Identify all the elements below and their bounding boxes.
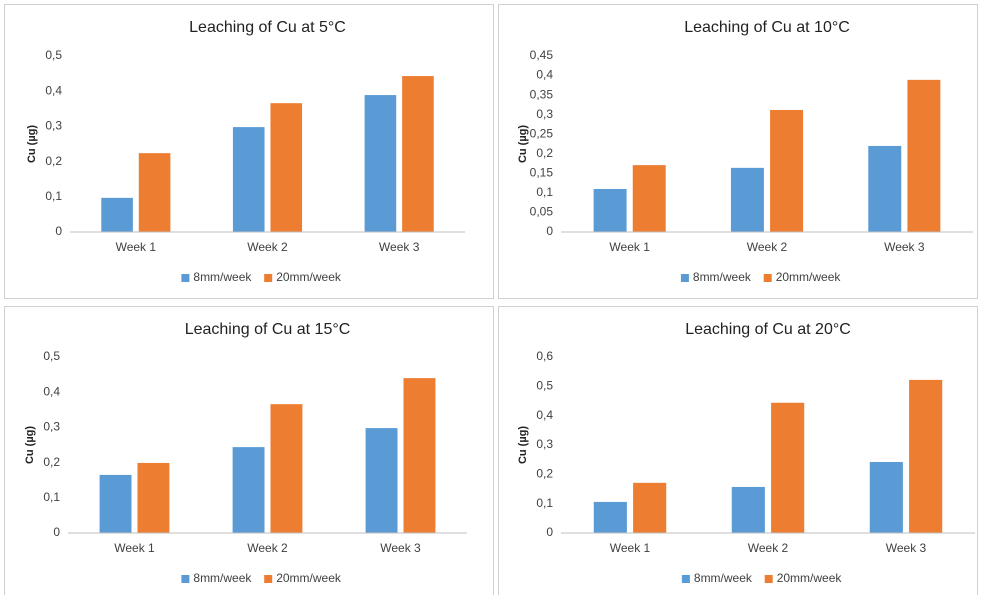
legend-swatch [681,575,690,583]
chart-title: Leaching of Cu at 10°C [684,19,850,36]
y-axis-label: Cu (µg) [26,125,38,163]
y-tick-label: 0,2 [536,146,553,160]
x-tick-label: Week 3 [884,240,925,254]
legend-label: 20mm/week [776,270,842,284]
legend-label: 20mm/week [777,571,843,585]
y-tick-label: 0,25 [530,126,554,140]
y-tick-label: 0,3 [536,437,553,451]
bar [909,379,943,533]
bar [137,462,170,533]
bar [771,402,805,533]
chart-title: Leaching of Cu at 15°C [185,321,351,338]
y-tick-label: 0,1 [536,496,553,510]
y-tick-label: 0,15 [530,166,554,180]
bar [731,486,765,533]
y-tick-label: 0,4 [43,384,60,398]
y-tick-label: 0,2 [45,154,62,168]
bar [593,188,627,232]
y-tick-label: 0,05 [530,205,554,219]
legend-label: 8mm/week [193,571,252,585]
y-axis-label: Cu (µg) [24,426,36,464]
x-tick-label: Week 3 [379,240,420,254]
x-tick-label: Week 1 [609,240,650,254]
legend-label: 20mm/week [276,270,342,284]
bar [364,95,397,233]
legend-label: 8mm/week [193,270,252,284]
bar [270,103,303,232]
bar [138,153,171,232]
legend-swatch [181,274,190,282]
y-axis-label: Cu (µg) [517,125,529,163]
legend-swatch [264,575,273,583]
y-tick-label: 0,1 [45,189,62,203]
bar [770,109,804,232]
y-tick-label: 0,2 [43,455,60,469]
chart-title: Leaching of Cu at 5°C [189,19,346,36]
y-tick-label: 0,45 [530,48,554,62]
y-tick-label: 0,1 [43,490,60,504]
y-tick-label: 0,5 [43,349,60,363]
y-tick-label: 0,5 [45,48,62,62]
chart-title: Leaching of Cu at 20°C [685,321,851,338]
y-tick-label: 0,4 [45,83,62,97]
y-tick-label: 0 [53,525,60,539]
x-tick-label: Week 2 [747,240,788,254]
x-tick-label: Week 3 [380,541,421,555]
bar [232,127,265,232]
x-tick-label: Week 1 [610,541,651,555]
legend-swatch [764,575,773,583]
legend-label: 20mm/week [276,571,342,585]
bar [365,428,398,533]
y-tick-label: 0 [55,224,62,238]
panel [4,4,494,299]
x-tick-label: Week 2 [748,541,789,555]
x-tick-label: Week 2 [247,240,288,254]
panel [498,4,978,299]
legend-swatch [680,274,689,282]
legend-swatch [181,575,190,583]
bar [869,462,903,533]
y-tick-label: 0,6 [536,349,553,363]
y-tick-label: 0,4 [536,408,553,422]
bar [907,79,941,232]
y-axis-label: Cu (µg) [517,426,529,464]
bar [593,501,627,533]
legend-swatch [264,274,273,282]
legend-label: 8mm/week [693,270,752,284]
x-tick-label: Week 3 [886,541,927,555]
y-tick-label: 0,3 [45,119,62,133]
x-tick-label: Week 1 [114,541,155,555]
bar [632,165,666,232]
bar [730,167,764,232]
y-tick-label: 0,3 [43,420,60,434]
bar [868,145,902,232]
bar [270,404,303,533]
panel [498,306,978,595]
bar [403,378,436,533]
y-tick-label: 0 [546,224,553,238]
bar [99,474,132,533]
y-tick-label: 0 [546,525,553,539]
bar [101,197,133,232]
y-tick-label: 0,4 [536,68,553,82]
x-tick-label: Week 1 [116,240,157,254]
y-tick-label: 0,5 [536,379,553,393]
bar [633,482,667,533]
bar [402,76,434,233]
panel [4,306,494,595]
y-tick-label: 0,3 [536,107,553,121]
legend-swatch [763,274,772,282]
y-tick-label: 0,1 [536,185,553,199]
legend-label: 8mm/week [694,571,753,585]
y-tick-label: 0,2 [536,467,553,481]
bar [232,447,265,533]
y-tick-label: 0,35 [530,87,554,101]
x-tick-label: Week 2 [247,541,288,555]
